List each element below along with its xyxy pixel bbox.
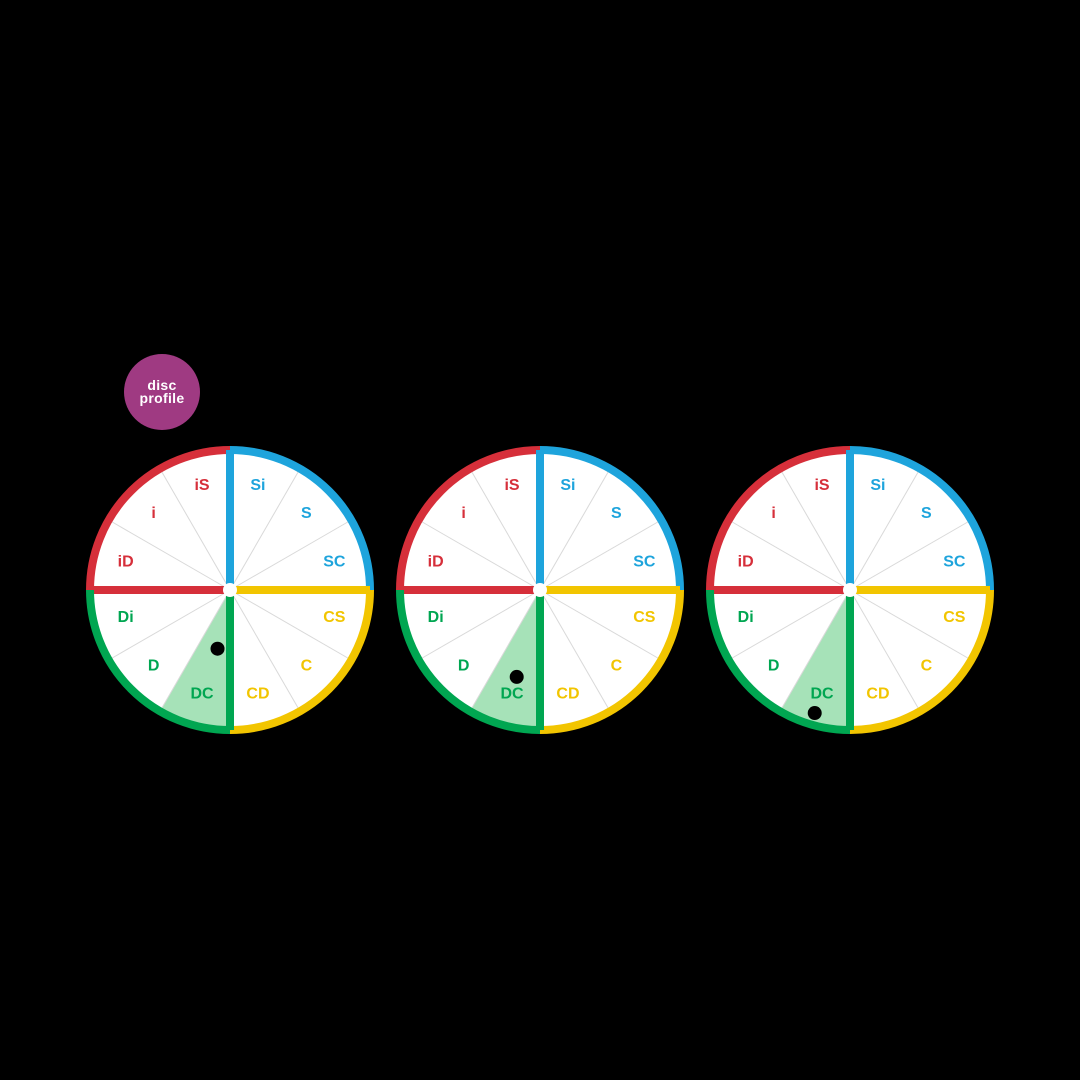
slice-label-S: S [921, 505, 932, 522]
slice-label-C: C [921, 658, 933, 675]
slice-label-C: C [301, 658, 313, 675]
slice-label-iD: iD [118, 553, 134, 570]
slice-label-iS: iS [194, 477, 209, 494]
disc-wheel: iD i iS Si S SC CS C CD DC D Di [702, 442, 998, 738]
result-dot [510, 670, 524, 684]
slice-label-CS: CS [943, 609, 966, 626]
slice-label-Di: Di [118, 609, 134, 626]
slice-label-iS: iS [814, 477, 829, 494]
slice-label-Di: Di [428, 609, 444, 626]
result-dot [808, 706, 822, 720]
slice-label-D: D [768, 658, 780, 675]
slice-label-i: i [151, 505, 155, 522]
slice-label-Si: Si [250, 477, 265, 494]
slice-label-iD: iD [738, 553, 754, 570]
disc-wheel: iD i iS Si S SC CS C CD DC D Di [82, 442, 378, 738]
slice-label-Si: Si [560, 477, 575, 494]
disc-wheel-wrap: iD i iS Si S SC CS C CD DC D Di [82, 442, 378, 738]
slice-label-i: i [461, 505, 465, 522]
slice-label-S: S [611, 505, 622, 522]
slice-label-SC: SC [323, 553, 346, 570]
slice-label-CD: CD [246, 686, 269, 703]
slice-label-CS: CS [633, 609, 656, 626]
slice-label-DC: DC [190, 686, 214, 703]
slice-label-Di: Di [738, 609, 754, 626]
slice-label-SC: SC [943, 553, 966, 570]
slice-label-DC: DC [810, 686, 834, 703]
result-dot [211, 642, 225, 656]
slice-label-Si: Si [870, 477, 885, 494]
slice-label-S: S [301, 505, 312, 522]
slice-label-i: i [771, 505, 775, 522]
center-hole [843, 583, 857, 597]
slice-label-CD: CD [866, 686, 889, 703]
slice-label-D: D [148, 658, 160, 675]
badge-line-2: profile [140, 392, 185, 405]
stage: disc profile iDiiSSiSSCCSCCDDCDDiiDiiSSi… [0, 0, 1080, 1080]
disc-wheel-wrap: iD i iS Si S SC CS C CD DC D Di [392, 442, 688, 738]
center-hole [533, 583, 547, 597]
disc-wheel: iD i iS Si S SC CS C CD DC D Di [392, 442, 688, 738]
slice-label-iS: iS [504, 477, 519, 494]
slice-label-CS: CS [323, 609, 346, 626]
slice-label-D: D [458, 658, 470, 675]
slice-label-CD: CD [556, 686, 579, 703]
disc-profile-badge: disc profile [124, 354, 200, 430]
disc-wheel-wrap: iD i iS Si S SC CS C CD DC D Di [702, 442, 998, 738]
slice-label-SC: SC [633, 553, 656, 570]
slice-label-DC: DC [500, 686, 524, 703]
slice-label-iD: iD [428, 553, 444, 570]
slice-label-C: C [611, 658, 623, 675]
center-hole [223, 583, 237, 597]
